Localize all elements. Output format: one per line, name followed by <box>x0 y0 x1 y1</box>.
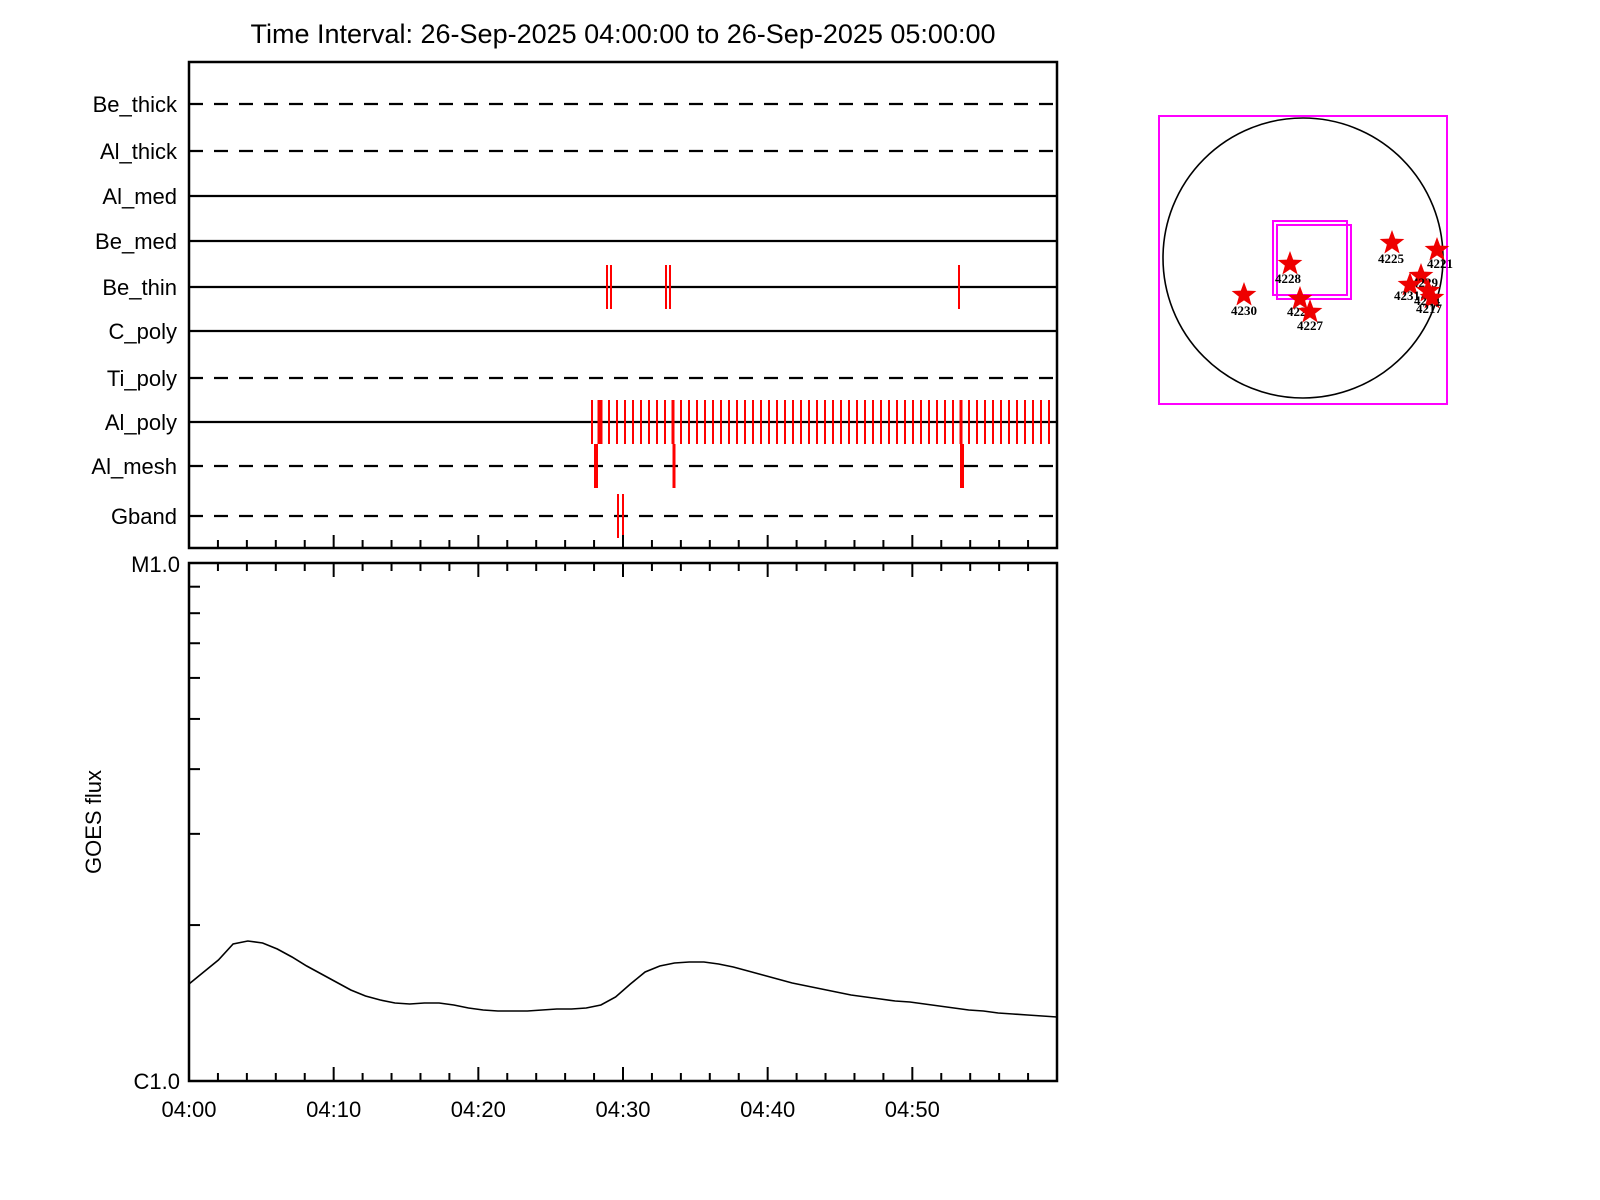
active-region-marker: 4227 <box>1297 299 1324 333</box>
filter-row-label: Be_thick <box>93 92 178 117</box>
active-region-star-icon <box>1424 237 1450 261</box>
filter-row-label: Be_med <box>95 229 177 254</box>
goes-y-tick-marks <box>189 562 204 1082</box>
filter-event-tick-group <box>591 265 1058 538</box>
active-region-marker: 4225 <box>1378 230 1405 266</box>
filter-row-label: C_poly <box>109 319 177 344</box>
active-region-label: 4217 <box>1416 301 1443 316</box>
goes-flux-panel: 04:00 04:10 04:20 04:30 04:40 04:50 M1.0 C1.0… <box>81 552 1059 1122</box>
active-region-star-icon <box>1415 278 1441 302</box>
filter-row-label: Al_med <box>102 184 177 209</box>
filter-panel-tick-marks <box>188 535 1058 548</box>
goes-ytick-label-min: C1.0 <box>134 1069 180 1094</box>
active-region-marker: 4221 <box>1424 237 1453 271</box>
filter-row-label: Be_thin <box>102 275 177 300</box>
figure-title: Time Interval: 26-Sep-2025 04:00:00 to 2… <box>250 19 995 49</box>
active-region-label: 4225 <box>1378 251 1405 266</box>
active-region-marker-group: 4230422842264227422542214229423142244217 <box>1231 230 1453 333</box>
goes-xtick-label: 04:30 <box>595 1097 650 1122</box>
active-region-star-icon <box>1277 251 1303 275</box>
goes-x-tick-marks <box>188 563 1058 1081</box>
goes-x-tick-labels: 04:00 04:10 04:20 04:30 04:40 04:50 <box>161 1097 939 1122</box>
active-region-star-icon <box>1408 263 1434 287</box>
filter-row-label: Al_mesh <box>91 454 177 479</box>
goes-xtick-label: 04:20 <box>451 1097 506 1122</box>
active-region-star-icon <box>1297 299 1323 323</box>
filter-timeline-panel: Be_thick Al_thick Al_med Be_med Be_thin C_pol… <box>91 60 1059 550</box>
goes-ytick-label-max: M1.0 <box>131 552 180 577</box>
active-region-label: 4231 <box>1394 288 1420 303</box>
goes-xtick-label: 04:50 <box>885 1097 940 1122</box>
goes-xtick-label: 04:10 <box>306 1097 361 1122</box>
goes-xtick-label: 04:40 <box>740 1097 795 1122</box>
active-region-star-icon <box>1419 285 1445 309</box>
filter-row-group <box>189 102 1057 518</box>
active-region-star-icon <box>1397 272 1423 296</box>
filter-panel-frame <box>187 60 1059 550</box>
active-region-label: 4230 <box>1231 303 1257 318</box>
goes-y-axis-label: GOES flux <box>81 770 106 874</box>
filter-row-label: Ti_poly <box>107 366 177 391</box>
active-region-label: 4227 <box>1297 318 1324 333</box>
goes-panel-frame <box>187 561 1059 1083</box>
goes-xtick-label: 04:00 <box>161 1097 216 1122</box>
active-region-marker: 4230 <box>1231 282 1257 318</box>
active-region-star-icon <box>1287 286 1313 310</box>
active-region-star-icon <box>1231 282 1257 306</box>
active-region-marker: 4228 <box>1275 251 1303 286</box>
active-region-label: 4228 <box>1275 271 1302 286</box>
filter-row-label: Al_thick <box>100 139 178 164</box>
field-of-view-box <box>1276 224 1352 300</box>
active-region-marker: 4217 <box>1416 285 1445 316</box>
active-region-star-icon <box>1379 230 1405 254</box>
filter-label-group: Be_thick Al_thick Al_med Be_med Be_thin C_pol… <box>91 92 178 529</box>
disk-panel-border <box>1158 115 1448 405</box>
solar-disk-panel: 4230422842264227422542214229423142244217 <box>1158 115 1453 405</box>
goes-flux-curve <box>188 940 1058 1018</box>
filter-row-label: Gband <box>111 504 177 529</box>
active-region-label: 4221 <box>1427 256 1453 271</box>
active-region-marker: 4231 <box>1394 272 1423 303</box>
filter-row-label: Al_poly <box>105 410 177 435</box>
